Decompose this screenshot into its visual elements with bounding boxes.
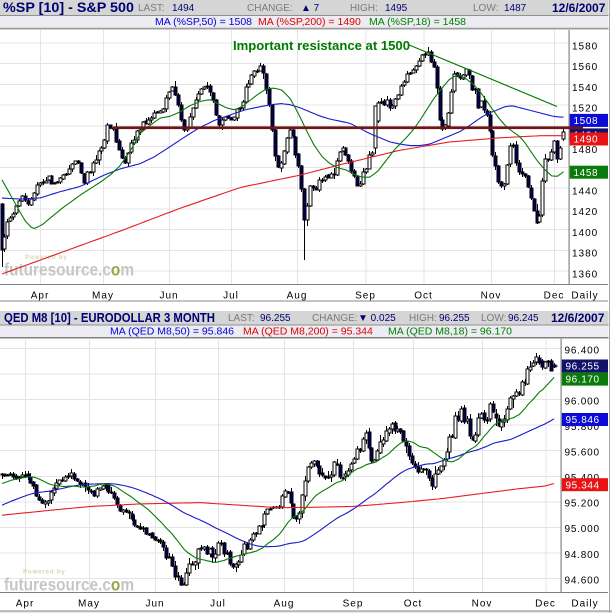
svg-text:96.400: 96.400 bbox=[565, 345, 600, 356]
svg-text:LOW:: LOW: bbox=[481, 313, 506, 324]
svg-text:95.344: 95.344 bbox=[566, 480, 600, 491]
svg-text:Oct: Oct bbox=[404, 599, 423, 610]
svg-text:%SP [10] - S&P 500: %SP [10] - S&P 500 bbox=[3, 0, 134, 15]
svg-text:May: May bbox=[92, 291, 114, 302]
svg-text:1494: 1494 bbox=[172, 3, 195, 14]
svg-text:Daily: Daily bbox=[571, 291, 598, 302]
svg-text:QED M8 [10] - EURODOLLAR 3 MON: QED M8 [10] - EURODOLLAR 3 MONTH bbox=[4, 310, 215, 325]
svg-text:Jul: Jul bbox=[210, 599, 226, 610]
svg-text:1520: 1520 bbox=[572, 104, 598, 115]
svg-text:95.200: 95.200 bbox=[565, 499, 600, 510]
svg-text:Oct: Oct bbox=[414, 291, 433, 302]
svg-text:May: May bbox=[78, 599, 100, 610]
svg-text:1400: 1400 bbox=[572, 228, 598, 239]
svg-text:Important resistance at 1500: Important resistance at 1500 bbox=[233, 38, 410, 53]
svg-text:95.800: 95.800 bbox=[565, 422, 600, 433]
svg-text:Jun: Jun bbox=[145, 599, 164, 610]
svg-text:MA (QED M8,50) = 95.846: MA (QED M8,50) = 95.846 bbox=[110, 326, 234, 338]
svg-text:1540: 1540 bbox=[572, 83, 598, 94]
svg-text:95.000: 95.000 bbox=[565, 524, 600, 535]
svg-text:LAST:: LAST: bbox=[138, 3, 165, 14]
svg-text:MA (%SP,50) = 1508: MA (%SP,50) = 1508 bbox=[155, 16, 252, 28]
svg-text:Powered by: Powered by bbox=[23, 569, 65, 576]
svg-text:1580: 1580 bbox=[572, 41, 598, 52]
svg-text:96.245: 96.245 bbox=[508, 313, 539, 324]
svg-text:CHANGE:: CHANGE: bbox=[312, 313, 358, 324]
svg-text:Sep: Sep bbox=[343, 599, 364, 610]
svg-text:MA (QED M8,18) = 96.170: MA (QED M8,18) = 96.170 bbox=[388, 326, 512, 338]
svg-text:1380: 1380 bbox=[572, 249, 598, 260]
svg-text:1495: 1495 bbox=[385, 3, 408, 14]
svg-text:HIGH:: HIGH: bbox=[409, 313, 437, 324]
svg-text:MA (%SP,18) = 1458: MA (%SP,18) = 1458 bbox=[369, 16, 466, 28]
svg-text:1458: 1458 bbox=[574, 168, 599, 179]
svg-text:futuresource.com: futuresource.com bbox=[4, 260, 134, 280]
svg-text:Nov: Nov bbox=[472, 599, 493, 610]
svg-text:95.846: 95.846 bbox=[566, 415, 600, 426]
svg-text:1560: 1560 bbox=[572, 62, 598, 73]
svg-text:MA (QED M8,200) = 95.344: MA (QED M8,200) = 95.344 bbox=[243, 326, 373, 338]
svg-text:95.600: 95.600 bbox=[565, 448, 600, 459]
svg-text:Dec: Dec bbox=[544, 291, 565, 302]
svg-text:Aug: Aug bbox=[287, 291, 308, 302]
svg-text:▼ 0.025: ▼ 0.025 bbox=[358, 313, 396, 324]
svg-text:Nov: Nov bbox=[481, 291, 502, 302]
svg-text:1360: 1360 bbox=[572, 269, 598, 280]
svg-text:Dec: Dec bbox=[535, 599, 556, 610]
svg-text:Daily: Daily bbox=[571, 599, 598, 610]
svg-text:▲ 7: ▲ 7 bbox=[301, 3, 320, 14]
svg-text:1440: 1440 bbox=[572, 187, 598, 198]
svg-text:96.000: 96.000 bbox=[565, 396, 600, 407]
svg-text:12/6/2007: 12/6/2007 bbox=[551, 311, 605, 325]
svg-text:96.255: 96.255 bbox=[260, 313, 291, 324]
svg-text:96.170: 96.170 bbox=[566, 375, 600, 386]
svg-text:LAST:: LAST: bbox=[228, 313, 255, 324]
svg-text:HIGH:: HIGH: bbox=[350, 3, 378, 14]
svg-text:1508: 1508 bbox=[574, 116, 599, 127]
svg-text:94.800: 94.800 bbox=[565, 550, 600, 561]
svg-text:1480: 1480 bbox=[572, 145, 598, 156]
svg-text:1487: 1487 bbox=[504, 3, 527, 14]
svg-text:futuresource.com: futuresource.com bbox=[4, 575, 134, 595]
svg-text:1490: 1490 bbox=[574, 135, 599, 146]
svg-text:94.600: 94.600 bbox=[565, 575, 600, 586]
svg-text:Sep: Sep bbox=[355, 291, 376, 302]
svg-text:LOW:: LOW: bbox=[473, 3, 498, 14]
svg-text:Jun: Jun bbox=[159, 291, 178, 302]
svg-text:1420: 1420 bbox=[572, 207, 598, 218]
svg-text:Apr: Apr bbox=[16, 599, 35, 610]
svg-text:96.255: 96.255 bbox=[439, 313, 470, 324]
svg-text:96.255: 96.255 bbox=[566, 362, 600, 373]
svg-text:CHANGE:: CHANGE: bbox=[247, 3, 293, 14]
svg-text:Apr: Apr bbox=[31, 291, 50, 302]
svg-text:Aug: Aug bbox=[274, 599, 295, 610]
svg-text:12/6/2007: 12/6/2007 bbox=[552, 1, 606, 15]
svg-text:Jul: Jul bbox=[223, 291, 239, 302]
svg-text:MA (%SP,200) = 1490: MA (%SP,200) = 1490 bbox=[258, 16, 361, 28]
